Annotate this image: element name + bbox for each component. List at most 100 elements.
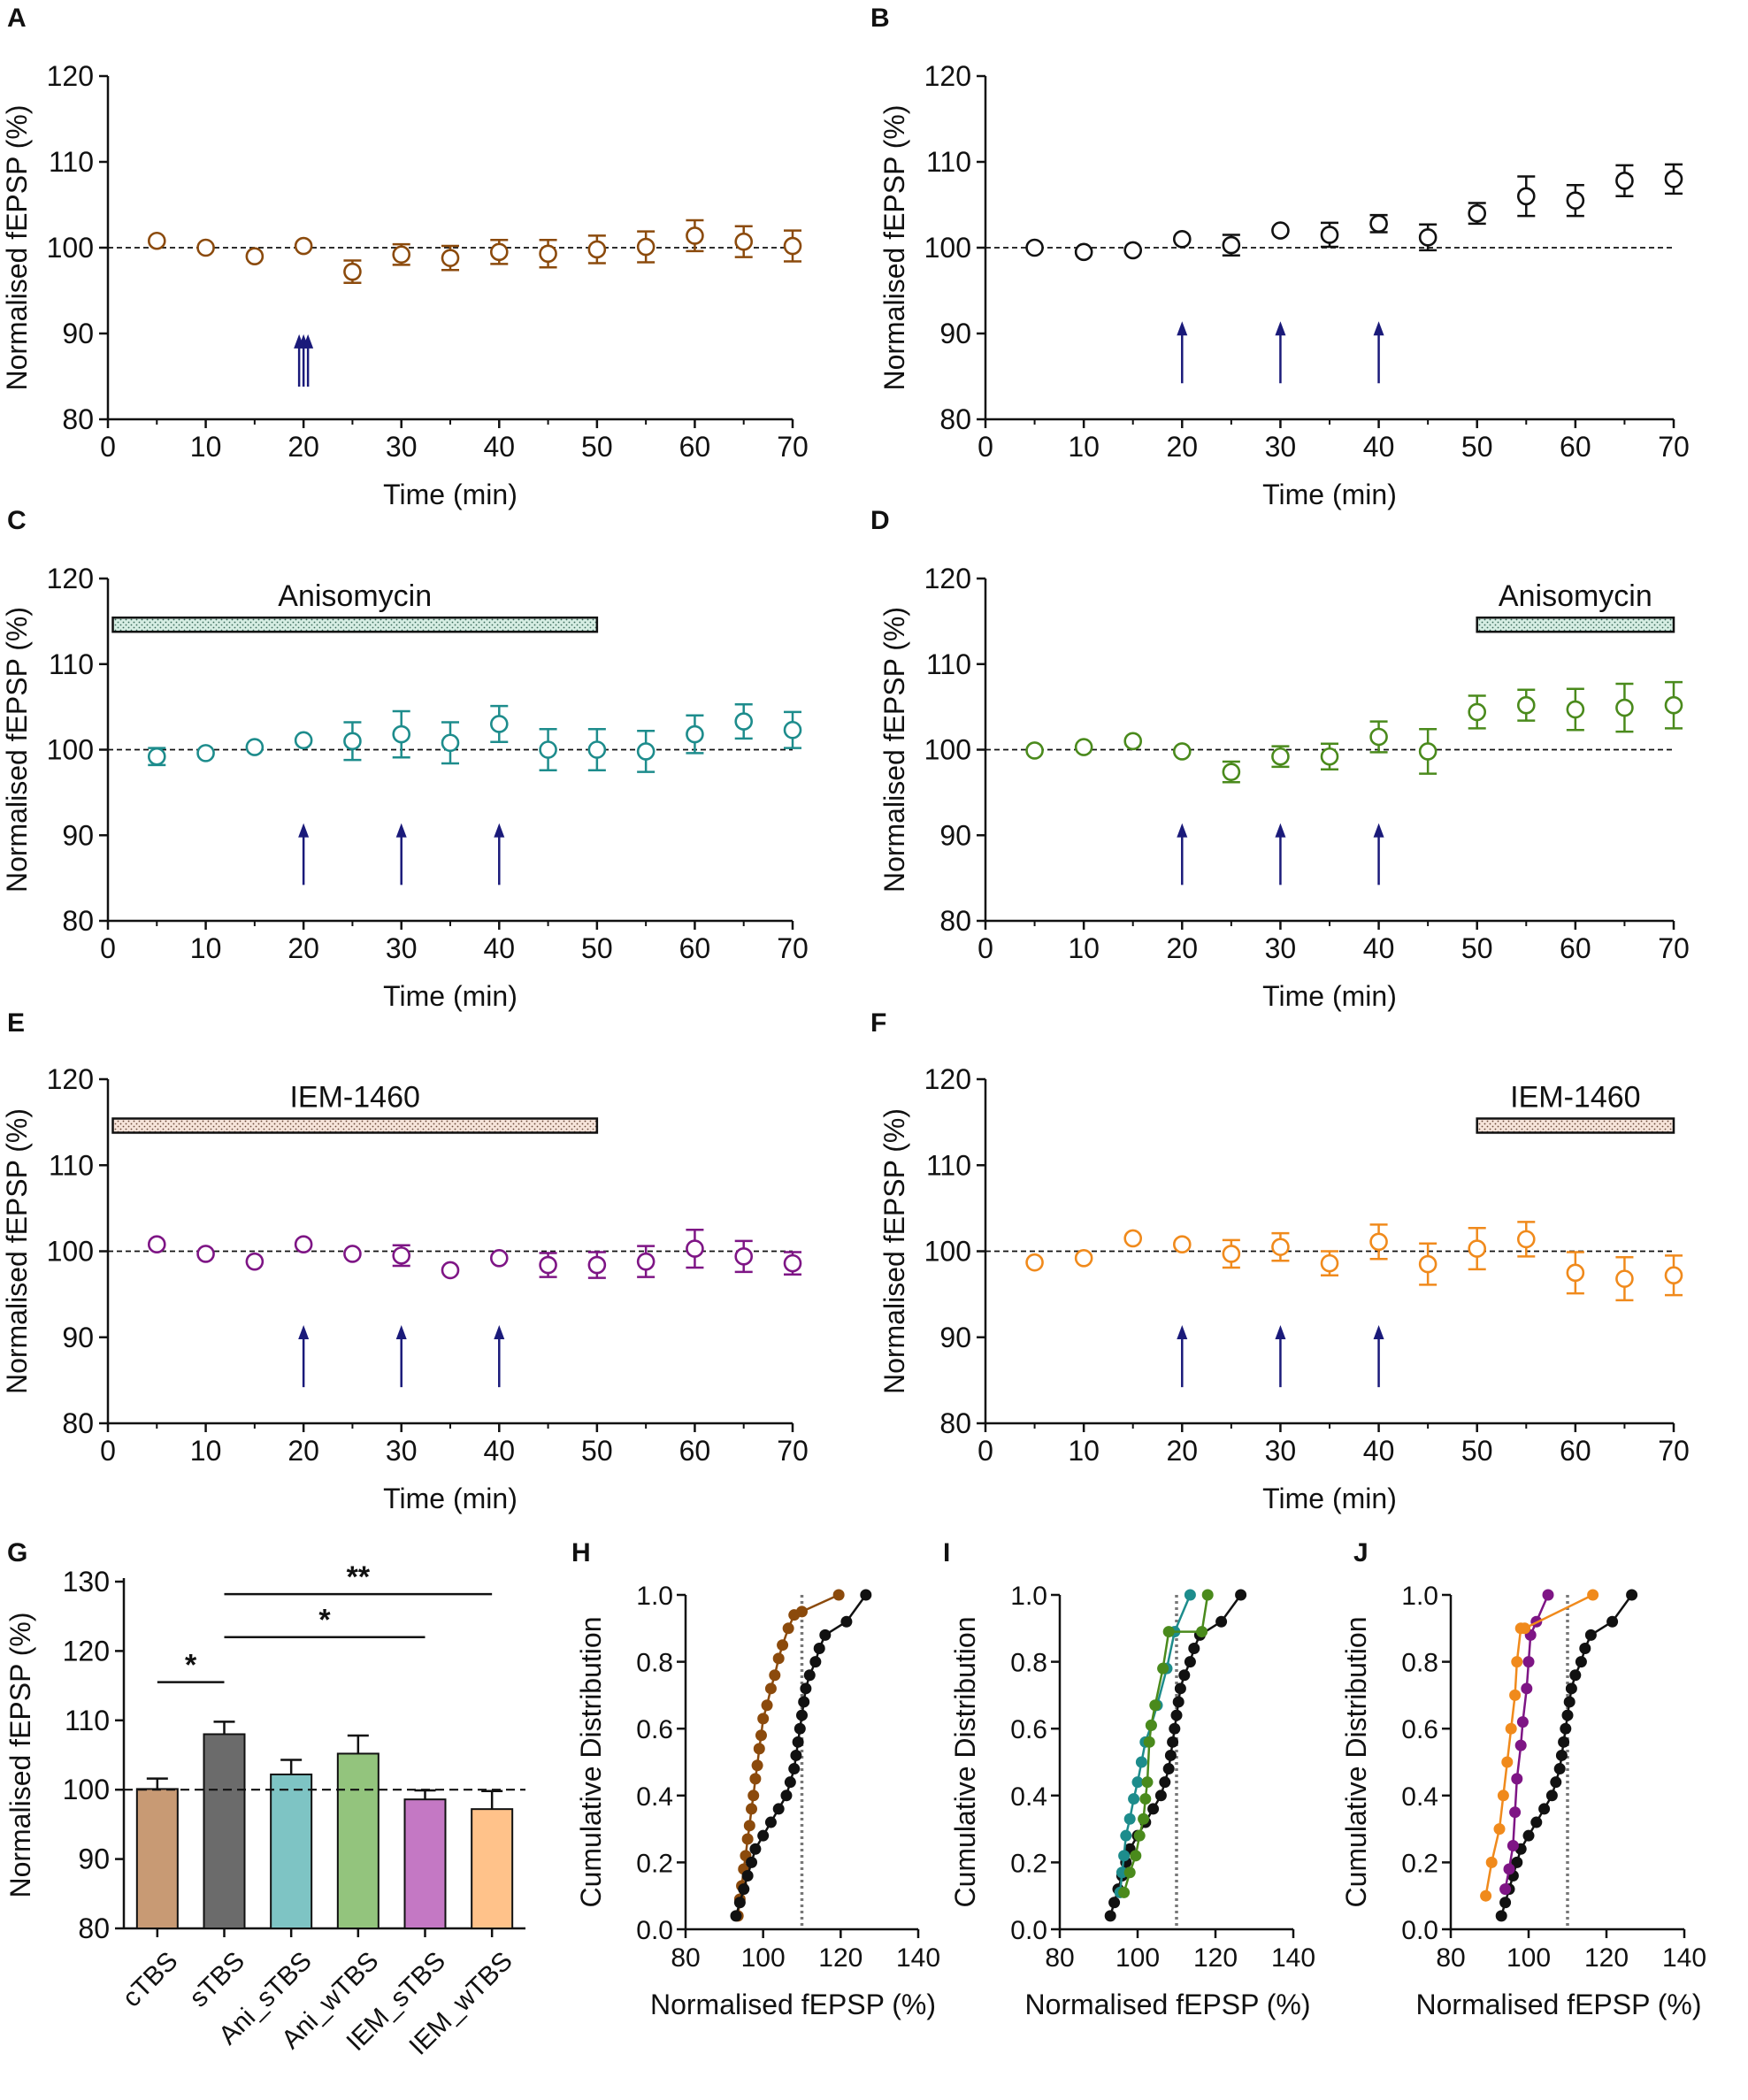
stimulation-arrow-head <box>1275 1325 1286 1340</box>
x-tick-label: 70 <box>777 431 809 463</box>
data-point <box>1558 1736 1570 1748</box>
x-tick-label: 10 <box>190 932 222 964</box>
data-point <box>1530 1816 1543 1828</box>
data-point <box>1516 1716 1529 1728</box>
data-point <box>743 1820 755 1832</box>
data-point <box>1162 1763 1175 1775</box>
x-tick-label: 140 <box>896 1943 940 1973</box>
y-axis-label: Normalised fEPSP (%) <box>1 607 33 893</box>
x-tick-label: 70 <box>1658 431 1690 463</box>
data-point <box>196 238 215 257</box>
y-axis-label: Normalised fEPSP (%) <box>878 104 910 390</box>
data-point <box>1118 1850 1131 1862</box>
data-point <box>1506 1840 1519 1851</box>
data-point <box>1320 747 1339 766</box>
x-tick-label: 20 <box>1166 932 1198 964</box>
data-point <box>1566 1263 1585 1283</box>
data-point <box>1538 1803 1551 1815</box>
x-tick-label: 0 <box>100 1435 116 1467</box>
y-tick-label: 120 <box>63 1635 110 1667</box>
data-point <box>1495 1910 1507 1922</box>
data-point <box>1509 1689 1522 1701</box>
y-tick-label: 110 <box>49 146 94 178</box>
y-tick-label: 130 <box>63 1566 110 1598</box>
data-point <box>1516 1230 1536 1249</box>
x-tick-label: 80 <box>1045 1943 1074 1973</box>
x-tick-label: 70 <box>777 932 809 964</box>
data-point <box>734 1247 754 1266</box>
x-tick-label: 30 <box>1265 1435 1297 1467</box>
y-tick-label: 1.0 <box>636 1582 673 1611</box>
y-tick-label: 90 <box>78 1843 110 1875</box>
data-point <box>1664 1266 1683 1285</box>
data-point <box>1468 203 1487 223</box>
data-point <box>1172 742 1192 761</box>
stimulation-arrow-head <box>1275 321 1286 336</box>
y-axis-label: Cumulative Distribution <box>949 1616 981 1907</box>
stimulation-arrow-head <box>395 823 407 838</box>
x-tick-label: 60 <box>679 431 711 463</box>
data-point <box>1587 1589 1599 1601</box>
data-point <box>1560 1722 1572 1735</box>
x-tick-label: 40 <box>483 932 515 964</box>
data-point <box>1164 1749 1177 1761</box>
panel-I: I 0.0 0.2 0.4 0.6 0.8 1.0 80 100 120 140 Normalised… <box>943 1538 1315 2020</box>
data-point <box>1555 1749 1568 1761</box>
stimulation-arrow-head <box>298 1325 310 1340</box>
significance-label: * <box>185 1649 197 1682</box>
data-point <box>741 1870 754 1882</box>
data-point <box>813 1642 825 1654</box>
data-point <box>1123 241 1143 260</box>
data-point <box>1172 1696 1184 1708</box>
y-tick-label: 120 <box>47 60 94 92</box>
y-tick-label: 110 <box>926 146 971 178</box>
stimulation-arrow-head <box>1373 1325 1384 1340</box>
data-point <box>784 1776 796 1789</box>
data-point <box>489 715 509 733</box>
bar <box>135 1788 179 1930</box>
y-tick-label: 0.2 <box>636 1849 673 1878</box>
data-point <box>1553 1763 1566 1775</box>
data-point <box>441 249 460 267</box>
data-point <box>1320 226 1339 244</box>
data-point <box>1184 1589 1196 1601</box>
data-point <box>1169 1722 1181 1735</box>
data-point <box>796 1709 808 1721</box>
data-point <box>1499 1897 1512 1909</box>
y-tick-label: 100 <box>47 1236 94 1268</box>
y-tick-label: 80 <box>939 905 971 937</box>
y-tick-label: 80 <box>939 403 971 435</box>
y-tick-label: 110 <box>65 1705 110 1736</box>
y-tick-label: 0.2 <box>1401 1849 1438 1878</box>
x-tick-label: 50 <box>1461 431 1493 463</box>
y-tick-label: 80 <box>62 403 94 435</box>
data-point <box>441 1261 460 1280</box>
bar <box>403 1798 447 1930</box>
data-point <box>764 1816 777 1828</box>
data-point <box>1139 1793 1152 1805</box>
x-axis-label: Time (min) <box>383 479 518 510</box>
x-tick-label: 40 <box>483 1435 515 1467</box>
x-tick-label: 30 <box>386 1435 418 1467</box>
data-point <box>1514 1739 1527 1751</box>
data-point <box>1128 1793 1140 1805</box>
data-point <box>772 1652 785 1665</box>
x-tick-label: 120 <box>1584 1943 1629 1973</box>
panel-label-J: J <box>1353 1538 1368 1567</box>
data-point <box>686 226 704 245</box>
x-tick-label: 60 <box>1560 932 1591 964</box>
bar <box>336 1752 380 1929</box>
data-point <box>1664 695 1683 715</box>
y-axis-label: Cumulative Distribution <box>1340 1616 1372 1907</box>
data-point <box>294 731 313 750</box>
data-point <box>1615 1269 1634 1288</box>
stimulation-arrow-head <box>1177 321 1188 336</box>
panel-label-H: H <box>571 1538 591 1567</box>
stimulation-arrow-head <box>303 333 314 349</box>
series-Ani_sTBS <box>1114 1589 1196 1898</box>
data-point <box>798 1696 810 1708</box>
x-tick-label: 20 <box>288 1435 319 1467</box>
data-point <box>777 1639 789 1652</box>
panel-label-F: F <box>870 1008 886 1038</box>
data-point <box>1174 1682 1186 1695</box>
